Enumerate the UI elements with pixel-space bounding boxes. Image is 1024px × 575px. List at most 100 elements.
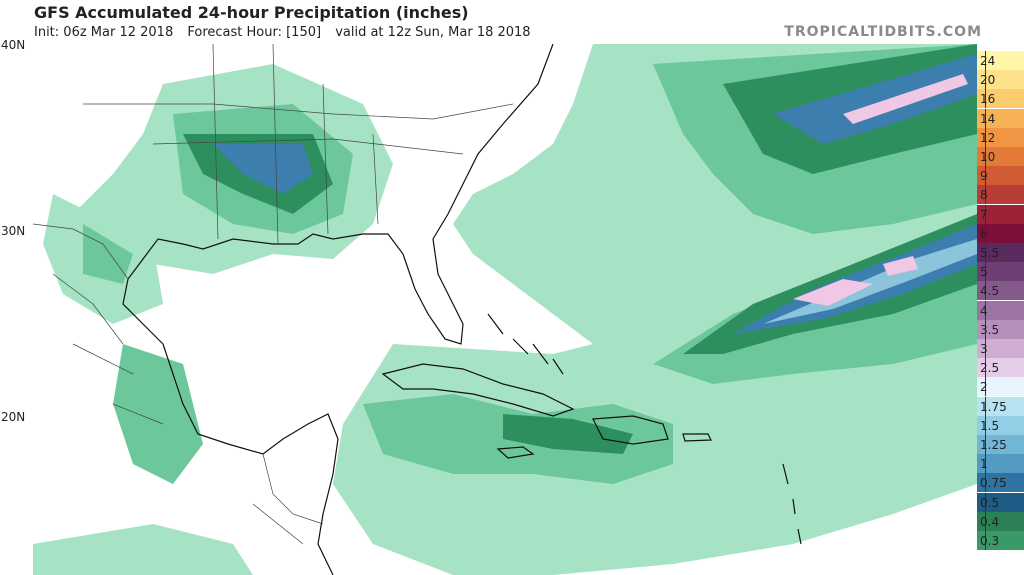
colorbar-level: 1.5 <box>977 415 1024 435</box>
colorbar-swatch <box>977 243 986 262</box>
political-borders <box>33 44 514 545</box>
colorbar-swatch <box>977 454 986 474</box>
colorbar-label: 4.5 <box>980 284 1000 299</box>
colorbar-level: 5 <box>977 262 1024 282</box>
colorbar-swatch <box>977 358 986 378</box>
colorbar-label: 1.25 <box>980 438 1007 452</box>
central-america-border <box>252 453 324 545</box>
colorbar-level: 3 <box>977 339 1024 358</box>
valid-time: valid at 12z Sun, Mar 18 2018 <box>335 25 531 40</box>
colorbar-swatch <box>977 319 986 339</box>
colorbar-label: 0.75 <box>980 476 1007 491</box>
colorbar-label: 2.5 <box>980 361 1000 376</box>
precip-pink-band <box>843 74 968 124</box>
jamaica-coast <box>496 446 535 459</box>
colorbar-swatch <box>977 147 986 166</box>
colorbar-swatch <box>977 127 986 147</box>
colorbar-swatch <box>977 511 986 531</box>
colorbar-label: 5 <box>980 265 988 280</box>
colorbar-label: 3 <box>980 342 988 356</box>
colorbar-label: 1.75 <box>980 399 1007 414</box>
colorbar-label: 6 <box>980 226 988 241</box>
colorbar-swatch <box>977 415 986 435</box>
colorbar-swatch <box>977 396 986 416</box>
map-canvas <box>33 44 977 575</box>
colorbar-level: 24 <box>977 51 1024 70</box>
colorbar-level: 3.5 <box>977 319 1024 339</box>
colorbar-level: 10 <box>977 147 1024 166</box>
cuba-coast <box>381 363 575 417</box>
colorbar-swatch <box>977 70 986 90</box>
lat-label-30n: 30N <box>1 224 26 238</box>
colorbar-label: 2 <box>980 380 988 395</box>
colorbar-level: 14 <box>977 108 1024 128</box>
colorbar-level: 0.4 <box>977 511 1024 531</box>
colorbar-label: 0.3 <box>980 534 1000 548</box>
precip-light-area <box>33 524 253 575</box>
colorbar-level: 4 <box>977 300 1024 320</box>
forecast-hour: Forecast Hour: [150] <box>187 25 322 40</box>
colorbar-level: 0.75 <box>977 473 1024 493</box>
colorbar-label: 20 <box>980 73 996 88</box>
colorbar-level: 2.5 <box>977 358 1024 378</box>
map-title: GFS Accumulated 24-hour Precipitation (i… <box>34 3 469 22</box>
precip-pink-band <box>793 279 873 306</box>
precipitation-map <box>33 44 977 575</box>
colorbar-swatch <box>977 435 986 454</box>
colorbar-swatch <box>977 492 986 512</box>
colorbar-level: 0.3 <box>977 531 1024 550</box>
lesser-antilles <box>782 463 802 545</box>
precip-field-caribbean <box>33 344 673 575</box>
precip-field-atlantic-north <box>453 44 977 364</box>
colorbar-swatch <box>977 108 986 128</box>
colorbar-swatch <box>977 339 986 358</box>
lat-label-40n: 40N <box>1 38 26 52</box>
colorbar-level: 12 <box>977 127 1024 147</box>
precip-pink-band <box>883 256 918 276</box>
colorbar-level: 5.5 <box>977 243 1024 262</box>
us-mexico-border <box>33 223 129 280</box>
colorbar-level: 9 <box>977 166 1024 186</box>
hispaniola-coast <box>592 415 669 445</box>
colorbar-swatch <box>977 204 986 224</box>
colorbar-label: 1 <box>980 457 988 472</box>
colorbar-swatch <box>977 89 986 109</box>
precip-field-gulf-coast <box>43 64 393 324</box>
colorbar-label: 7 <box>980 207 988 222</box>
colorbar-swatch <box>977 223 986 243</box>
colorbar-level: 20 <box>977 70 1024 90</box>
us-state-border <box>83 103 514 120</box>
colorbar-label: 14 <box>980 111 996 126</box>
coastlines <box>122 44 802 575</box>
colorbar-level: 2 <box>977 377 1024 397</box>
us-atlantic-coast <box>122 44 554 345</box>
colorbar-label: 10 <box>980 150 996 164</box>
colorbar-label: 0.5 <box>980 495 1000 510</box>
colorbar-level: 16 <box>977 89 1024 109</box>
colorbar-swatch <box>977 262 986 282</box>
gulf-mexico-coast <box>162 343 339 575</box>
colorbar-label: 9 <box>980 169 988 184</box>
colorbar-label: 5.5 <box>980 246 1000 260</box>
precip-colorbar: 24 20 16 14 12 10 9 8 7 6 5.5 5 4.5 4 3.5 3 2.5 2 1.75 1.5 1… <box>977 44 1024 575</box>
puerto-rico-coast <box>682 433 712 442</box>
colorbar-swatch <box>977 300 986 320</box>
colorbar-level: 4.5 <box>977 281 1024 301</box>
colorbar-swatch <box>977 185 986 205</box>
us-state-border <box>212 44 379 245</box>
colorbar-label: 0.4 <box>980 514 1000 529</box>
colorbar-level: 1 <box>977 454 1024 474</box>
precip-blue-band <box>733 224 977 334</box>
colorbar-level: 1.25 <box>977 435 1024 454</box>
colorbar-label: 1.5 <box>980 418 1000 433</box>
brand-watermark: TROPICALTIDBITS.COM <box>784 24 982 40</box>
precip-blue-band <box>213 144 313 194</box>
colorbar-swatch <box>977 531 986 550</box>
colorbar-level: 1.75 <box>977 396 1024 416</box>
bahamas-islands <box>487 313 564 375</box>
precip-field-atlantic-central <box>333 214 977 575</box>
mexico-state-border <box>52 273 164 425</box>
colorbar-level: 0.5 <box>977 492 1024 512</box>
precip-dark-band <box>503 414 633 454</box>
colorbar-label: 3.5 <box>980 322 1000 337</box>
